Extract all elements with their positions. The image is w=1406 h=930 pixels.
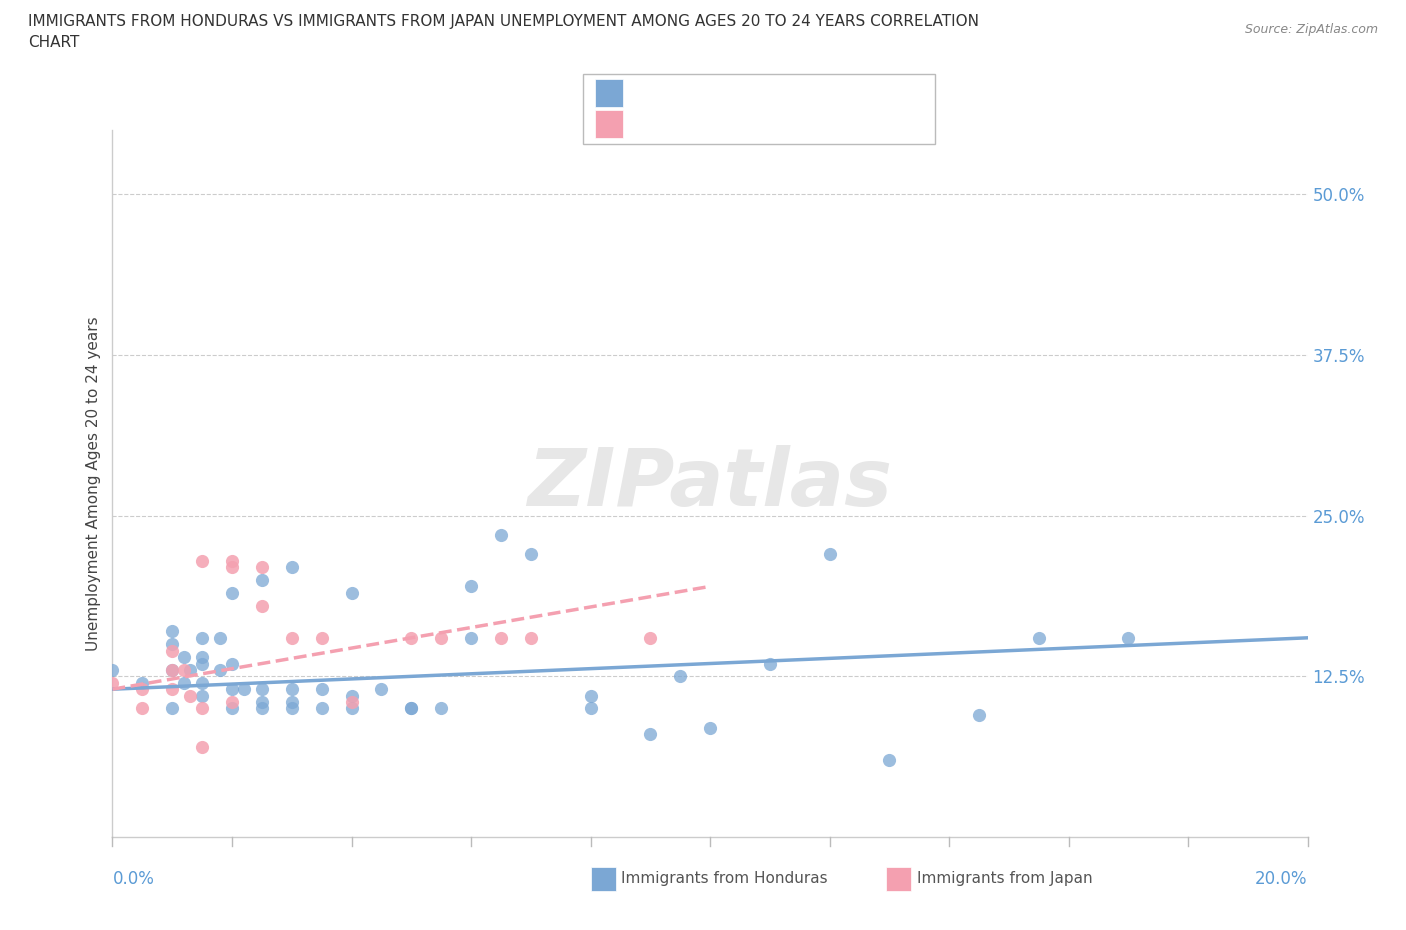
Point xyxy=(221,682,243,697)
Point xyxy=(191,656,214,671)
Y-axis label: Unemployment Among Ages 20 to 24 years: Unemployment Among Ages 20 to 24 years xyxy=(86,316,101,651)
Text: N =: N = xyxy=(725,84,773,102)
Text: CHART: CHART xyxy=(28,35,80,50)
Text: 0.165: 0.165 xyxy=(673,84,725,102)
Point xyxy=(281,701,304,716)
Point xyxy=(221,553,243,568)
Point xyxy=(179,688,201,703)
Point xyxy=(250,598,273,613)
Text: IMMIGRANTS FROM HONDURAS VS IMMIGRANTS FROM JAPAN UNEMPLOYMENT AMONG AGES 20 TO : IMMIGRANTS FROM HONDURAS VS IMMIGRANTS F… xyxy=(28,14,979,29)
Text: Immigrants from Honduras: Immigrants from Honduras xyxy=(621,871,828,886)
Point xyxy=(101,662,124,677)
Point xyxy=(311,701,333,716)
Point xyxy=(281,682,304,697)
Point xyxy=(250,682,273,697)
Point xyxy=(162,682,183,697)
Point xyxy=(1028,631,1050,645)
Point xyxy=(191,688,214,703)
Point xyxy=(191,631,214,645)
Text: 53: 53 xyxy=(775,84,797,102)
Point xyxy=(232,682,256,697)
Point xyxy=(162,662,183,677)
Text: 0.224: 0.224 xyxy=(673,114,727,133)
Point xyxy=(191,701,214,716)
Point xyxy=(281,560,304,575)
Point xyxy=(370,682,392,697)
Point xyxy=(208,631,231,645)
Point xyxy=(638,726,662,741)
Point xyxy=(173,650,195,665)
Point xyxy=(250,560,273,575)
Point xyxy=(401,631,423,645)
Point xyxy=(221,585,243,600)
Point xyxy=(877,752,901,767)
Point xyxy=(460,631,482,645)
Point xyxy=(191,675,214,690)
Point xyxy=(131,682,153,697)
Text: 20.0%: 20.0% xyxy=(1256,870,1308,888)
Point xyxy=(162,637,183,652)
Point xyxy=(967,708,990,723)
Point xyxy=(340,695,363,710)
Point xyxy=(699,721,721,736)
Point xyxy=(101,675,124,690)
Point xyxy=(489,527,512,542)
Point xyxy=(818,547,841,562)
Point xyxy=(669,669,692,684)
Point xyxy=(162,644,183,658)
Text: Immigrants from Japan: Immigrants from Japan xyxy=(917,871,1092,886)
Text: R =: R = xyxy=(634,84,671,102)
Point xyxy=(250,701,273,716)
Point xyxy=(401,701,423,716)
Point xyxy=(579,701,602,716)
Point xyxy=(340,701,363,716)
Point xyxy=(221,560,243,575)
Point xyxy=(208,662,231,677)
Point xyxy=(191,650,214,665)
Point xyxy=(759,656,782,671)
Text: N =: N = xyxy=(725,114,773,133)
Point xyxy=(162,624,183,639)
Point xyxy=(131,701,153,716)
Point xyxy=(520,631,543,645)
Point xyxy=(250,573,273,588)
Point xyxy=(221,656,243,671)
Point xyxy=(179,662,201,677)
Point xyxy=(311,682,333,697)
Point xyxy=(340,688,363,703)
Point xyxy=(430,631,453,645)
Point xyxy=(340,585,363,600)
Point xyxy=(460,579,482,594)
Text: R =: R = xyxy=(634,114,671,133)
Point xyxy=(1118,631,1140,645)
Point xyxy=(250,695,273,710)
Point xyxy=(430,701,453,716)
Point xyxy=(281,631,304,645)
Point xyxy=(579,688,602,703)
Point xyxy=(191,739,214,754)
Point xyxy=(401,701,423,716)
Point xyxy=(311,631,333,645)
Point xyxy=(173,675,195,690)
Point xyxy=(489,631,512,645)
Point xyxy=(638,631,662,645)
Point xyxy=(162,701,183,716)
Text: 0.0%: 0.0% xyxy=(112,870,155,888)
Text: ZIPatlas: ZIPatlas xyxy=(527,445,893,523)
Point xyxy=(162,662,183,677)
Point xyxy=(131,675,153,690)
Point xyxy=(221,701,243,716)
Point xyxy=(191,553,214,568)
Text: 24: 24 xyxy=(775,114,799,133)
Text: Source: ZipAtlas.com: Source: ZipAtlas.com xyxy=(1244,23,1378,36)
Point xyxy=(173,662,195,677)
Point xyxy=(520,547,543,562)
Point xyxy=(281,695,304,710)
Point xyxy=(221,695,243,710)
